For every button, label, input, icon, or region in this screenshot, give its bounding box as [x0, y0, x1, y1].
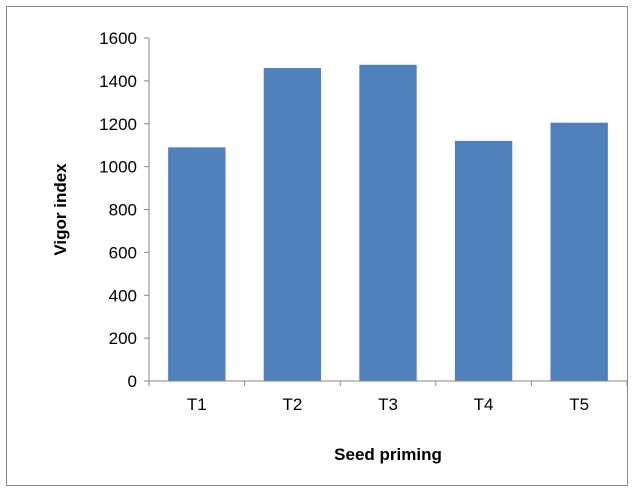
y-tick-label: 1200	[99, 115, 137, 134]
y-tick-label: 200	[109, 329, 137, 348]
bar-t4	[454, 140, 513, 381]
bars	[168, 64, 608, 381]
y-tick-label: 0	[128, 372, 137, 391]
x-tick-label: T2	[282, 395, 302, 414]
y-tick-label: 1000	[99, 158, 137, 177]
x-tick-label: T1	[187, 395, 207, 414]
y-tick-label: 1400	[99, 72, 137, 91]
x-tick-label: T4	[474, 395, 494, 414]
bar-t1	[168, 147, 226, 381]
bar-t2	[263, 68, 322, 381]
bar-t5	[550, 122, 608, 381]
x-tick-label: T3	[378, 395, 398, 414]
y-axis-ticks: 0 200 400 600 800 1000 1200 1400 1600	[99, 29, 149, 391]
y-tick-label: 600	[109, 243, 137, 262]
y-tick-label: 800	[109, 201, 137, 220]
x-axis-ticks: T1 T2 T3 T4 T5	[148, 381, 628, 414]
bar-t3	[359, 64, 417, 381]
y-tick-label: 400	[109, 286, 137, 305]
x-tick-label: T5	[569, 395, 589, 414]
x-axis-title: Seed priming	[334, 445, 442, 464]
y-tick-label: 1600	[99, 29, 137, 48]
y-axis-title: Vigor index	[51, 163, 70, 256]
